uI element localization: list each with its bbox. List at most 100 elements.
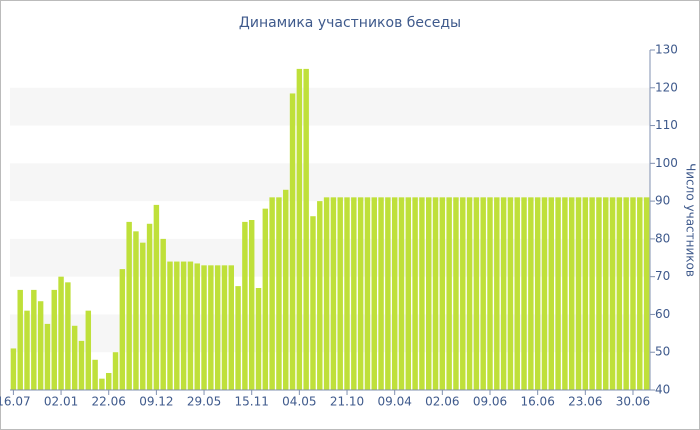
bar [167, 261, 173, 390]
bar [480, 197, 486, 390]
bar [153, 204, 160, 390]
y-tick-label: 40 [655, 383, 670, 397]
bar [364, 197, 371, 390]
bar [92, 359, 98, 390]
bar [460, 197, 466, 390]
bar [528, 197, 534, 390]
bar [296, 68, 303, 390]
bar [126, 221, 132, 390]
bar [555, 197, 561, 390]
bar [317, 201, 323, 390]
bar [643, 197, 650, 390]
y-tick-label: 100 [655, 156, 678, 170]
bar [473, 197, 480, 390]
bar [323, 197, 330, 390]
bar [140, 242, 146, 390]
bar [568, 197, 575, 390]
bar [575, 197, 582, 390]
bar [194, 263, 200, 390]
bar [180, 261, 187, 390]
bar [466, 197, 473, 390]
bar [99, 378, 105, 390]
x-tick-label: 21.10 [330, 395, 364, 409]
bar [357, 197, 364, 390]
y-tick-label: 50 [655, 345, 670, 359]
x-tick-label: 09.04 [378, 395, 412, 409]
bar [439, 197, 446, 390]
bar [500, 197, 507, 390]
bar [330, 197, 337, 390]
grid-band [10, 87, 650, 126]
bar [221, 265, 228, 390]
bar [71, 325, 78, 390]
bar [31, 289, 37, 390]
bar [228, 265, 234, 390]
bar [160, 238, 166, 390]
bar [58, 276, 64, 390]
bar [609, 197, 616, 390]
x-tick-label: 29.05 [187, 395, 221, 409]
bar [446, 197, 452, 390]
x-tick-label: 09.12 [139, 395, 173, 409]
bar [371, 197, 377, 390]
bar [344, 197, 350, 390]
x-tick-label: 16.06 [520, 395, 554, 409]
bar [398, 197, 405, 390]
y-tick-label: 110 [655, 118, 678, 132]
bar [214, 265, 221, 390]
bar [391, 197, 398, 390]
bar [562, 197, 568, 390]
bar [426, 197, 432, 390]
bar [146, 223, 153, 390]
bar [37, 301, 44, 390]
x-tick-label: 23.06 [568, 395, 602, 409]
bar [616, 197, 623, 390]
bar [337, 197, 343, 390]
bar [582, 197, 589, 390]
bar [44, 323, 51, 390]
bar [78, 340, 85, 390]
bar [432, 197, 439, 390]
bar [419, 197, 425, 390]
y-tick-label: 90 [655, 194, 670, 208]
x-tick-label: 04.05 [282, 395, 316, 409]
x-tick-label: 02.01 [44, 395, 78, 409]
x-tick-label: 16.07 [0, 395, 31, 409]
bar [589, 197, 595, 390]
x-tick-label: 02.06 [425, 395, 459, 409]
bar [385, 197, 391, 390]
bar [51, 289, 57, 390]
bar [534, 197, 541, 390]
y-tick-label: 120 [655, 80, 678, 94]
bar [276, 197, 282, 390]
bar [255, 288, 262, 390]
bar [494, 197, 500, 390]
x-tick-label: 30.06 [616, 395, 650, 409]
bar [10, 348, 17, 390]
bar [521, 197, 527, 390]
bar [248, 220, 255, 390]
bar [541, 197, 548, 390]
bar [596, 197, 602, 390]
x-tick-label: 15.11 [235, 395, 269, 409]
bar [283, 189, 289, 390]
bar [133, 231, 139, 390]
bar [378, 197, 384, 390]
bar [201, 265, 207, 390]
bar [412, 197, 418, 390]
bar [623, 197, 629, 390]
bar [242, 221, 248, 390]
bar [17, 289, 23, 390]
bar [351, 197, 357, 390]
bar [507, 197, 514, 390]
grid-band [10, 163, 650, 202]
y-tick-label: 70 [655, 269, 670, 283]
bar [187, 261, 194, 390]
y-tick-label: 80 [655, 231, 670, 245]
bar [405, 197, 412, 390]
bar [303, 68, 309, 390]
bar [24, 310, 30, 390]
bar [235, 286, 241, 390]
bar [262, 208, 269, 390]
x-tick-label: 09.06 [473, 395, 507, 409]
